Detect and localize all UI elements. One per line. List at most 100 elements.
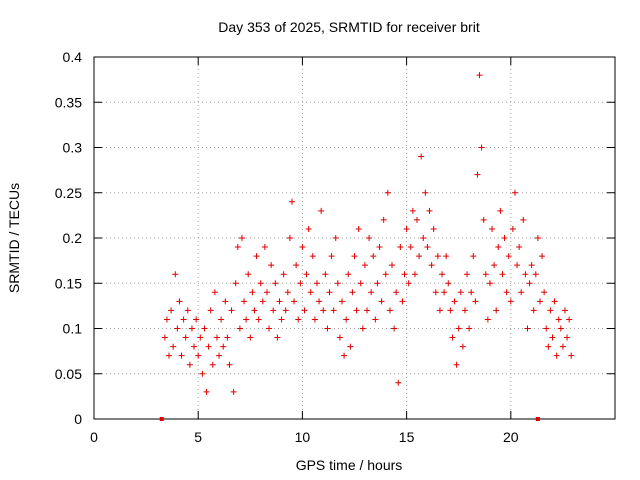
data-point bbox=[395, 379, 402, 386]
data-point bbox=[257, 280, 264, 287]
data-point bbox=[491, 262, 498, 269]
data-point bbox=[341, 352, 348, 359]
data-point bbox=[345, 271, 352, 278]
data-point bbox=[416, 253, 423, 260]
data-point bbox=[301, 307, 308, 314]
data-point bbox=[414, 216, 421, 223]
y-tick-label: 0 bbox=[74, 411, 82, 427]
data-point bbox=[184, 307, 191, 314]
data-point bbox=[553, 352, 560, 359]
data-point bbox=[195, 352, 202, 359]
data-point bbox=[234, 244, 241, 251]
data-point bbox=[186, 361, 193, 368]
data-point bbox=[455, 325, 462, 332]
data-point bbox=[218, 316, 225, 323]
data-point bbox=[188, 325, 195, 332]
data-point bbox=[539, 253, 546, 260]
data-point bbox=[274, 334, 281, 341]
data-point bbox=[443, 253, 450, 260]
data-point bbox=[441, 289, 448, 296]
data-point bbox=[238, 235, 245, 241]
data-point bbox=[272, 280, 279, 287]
data-point bbox=[178, 352, 185, 359]
data-point bbox=[384, 189, 391, 196]
data-point bbox=[409, 207, 416, 214]
data-point bbox=[434, 253, 441, 260]
data-point bbox=[286, 235, 293, 241]
data-point bbox=[222, 298, 229, 305]
data-point bbox=[180, 316, 187, 323]
x-tick-label: 0 bbox=[90, 429, 98, 445]
data-point bbox=[166, 352, 173, 359]
data-point bbox=[420, 235, 427, 241]
data-point bbox=[461, 307, 468, 314]
data-point bbox=[503, 289, 510, 296]
data-point bbox=[497, 207, 504, 214]
data-point bbox=[430, 225, 437, 232]
data-point bbox=[255, 316, 262, 323]
data-point bbox=[318, 207, 325, 214]
y-tick-label: 0.4 bbox=[63, 49, 83, 65]
data-point bbox=[405, 280, 412, 287]
data-point bbox=[511, 189, 518, 196]
data-point bbox=[541, 289, 548, 296]
data-point bbox=[168, 307, 175, 314]
data-point bbox=[216, 352, 223, 359]
data-point bbox=[182, 334, 189, 341]
data-point bbox=[507, 298, 514, 305]
data-point bbox=[276, 298, 283, 305]
data-point bbox=[397, 244, 404, 251]
data-point bbox=[564, 334, 571, 341]
data-point bbox=[378, 298, 385, 305]
axis-ticks: 0 0.05 0.1 0.15 0.2 0.25 0.3 0.35 0.4 0 5 10 15 20 bbox=[55, 49, 615, 445]
data-point bbox=[364, 307, 371, 314]
data-point bbox=[282, 307, 289, 314]
data-point bbox=[391, 325, 398, 332]
data-point bbox=[199, 370, 206, 377]
data-point bbox=[545, 343, 552, 350]
data-point bbox=[536, 298, 543, 305]
data-point bbox=[311, 316, 318, 323]
x-tick-label: 10 bbox=[295, 429, 311, 445]
data-point bbox=[557, 325, 564, 332]
data-point bbox=[291, 298, 298, 305]
data-point bbox=[332, 235, 339, 241]
data-point bbox=[361, 262, 368, 269]
data-point bbox=[393, 289, 400, 296]
data-point bbox=[280, 271, 287, 278]
data-point bbox=[514, 262, 521, 269]
data-point bbox=[172, 271, 179, 278]
data-point bbox=[389, 262, 396, 269]
data-point bbox=[316, 298, 323, 305]
data-point bbox=[561, 307, 568, 314]
data-point bbox=[399, 298, 406, 305]
data-point bbox=[270, 307, 277, 314]
data-point bbox=[226, 361, 233, 368]
data-point bbox=[366, 235, 373, 241]
y-tick-label: 0.1 bbox=[63, 321, 83, 337]
data-point bbox=[355, 225, 362, 232]
y-tick-label: 0.3 bbox=[63, 140, 83, 156]
data-point bbox=[305, 225, 312, 232]
data-point bbox=[209, 361, 216, 368]
data-point bbox=[322, 271, 329, 278]
data-point bbox=[211, 289, 218, 296]
data-point bbox=[232, 280, 239, 287]
data-point bbox=[220, 343, 227, 350]
data-point bbox=[336, 334, 343, 341]
data-point bbox=[407, 244, 414, 251]
data-point bbox=[368, 289, 375, 296]
data-point bbox=[253, 253, 260, 260]
data-point bbox=[245, 271, 252, 278]
plot-frame bbox=[93, 56, 616, 420]
data-point bbox=[401, 271, 408, 278]
data-point bbox=[207, 307, 214, 314]
data-point bbox=[295, 316, 302, 323]
data-point bbox=[522, 271, 529, 278]
data-point bbox=[351, 253, 358, 260]
data-point bbox=[324, 325, 331, 332]
data-point bbox=[476, 72, 483, 79]
data-point bbox=[528, 262, 535, 269]
data-point bbox=[451, 298, 458, 305]
